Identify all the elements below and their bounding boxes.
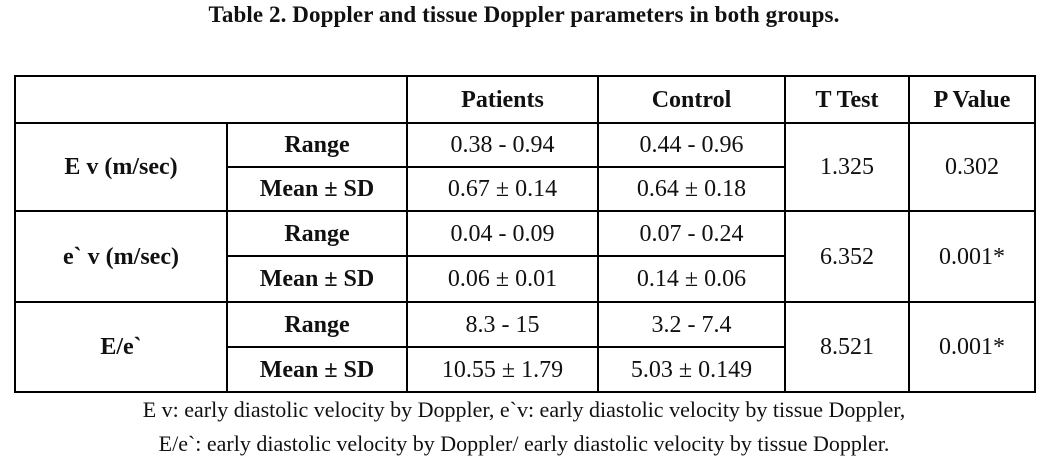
table-row: e` v (m/sec) Range 0.04 - 0.09 0.07 - 0.…: [14, 210, 1036, 303]
control-cell: 0.64 ± 0.18: [597, 166, 786, 212]
header-blank-cell: [14, 75, 408, 124]
header-p-value: P Value: [908, 75, 1036, 124]
row-label-e-v: E v (m/sec): [14, 122, 228, 212]
t-test-cell: 6.352: [784, 210, 910, 303]
table-row: E/e` Range 8.3 - 15 3.2 - 7.4 8.521 0.00…: [14, 301, 1036, 393]
table-row: Mean ± SD 10.55 ± 1.79 5.03 ± 0.149: [15, 346, 1035, 393]
t-test-cell: 1.325: [784, 122, 910, 212]
footnote-line-2: E/e`: early diastolic velocity by Dopple…: [158, 431, 890, 456]
doppler-parameters-table: Patients Control T Test P Value E v (m/s…: [14, 75, 1036, 393]
p-value-cell: 0.302: [908, 122, 1036, 212]
t-test-cell: 8.521: [784, 301, 910, 393]
stat-label-range: Range: [226, 301, 408, 348]
stat-label-mean-sd: Mean ± SD: [226, 255, 408, 303]
row-label-e-prime-v: e` v (m/sec): [14, 210, 228, 303]
p-value-cell: 0.001*: [908, 301, 1036, 393]
header-patients: Patients: [406, 75, 599, 124]
header-row: Patients Control T Test P Value: [14, 75, 1036, 124]
p-value-cell: 0.001*: [908, 210, 1036, 303]
header-control: Control: [597, 75, 786, 124]
control-cell: 5.03 ± 0.149: [597, 346, 786, 393]
stat-label-range: Range: [226, 210, 408, 257]
patients-cell: 0.06 ± 0.01: [406, 255, 599, 303]
table-row: E v (m/sec) Range 0.38 - 0.94 0.44 - 0.9…: [14, 122, 1036, 212]
row-label-e-over-e-prime: E/e`: [14, 301, 228, 393]
patients-cell: 10.55 ± 1.79: [406, 346, 599, 393]
stat-label-mean-sd: Mean ± SD: [226, 166, 408, 212]
footnote-line-1: E v: early diastolic velocity by Doppler…: [142, 397, 906, 422]
patients-cell: 0.67 ± 0.14: [406, 166, 599, 212]
header-t-test: T Test: [784, 75, 910, 124]
patients-cell: 0.04 - 0.09: [406, 210, 599, 257]
control-cell: 0.14 ± 0.06: [597, 255, 786, 303]
table-title: Table 2. Doppler and tissue Doppler para…: [208, 2, 840, 27]
table-row: Mean ± SD 0.06 ± 0.01 0.14 ± 0.06: [15, 255, 1035, 303]
stat-label-mean-sd: Mean ± SD: [226, 346, 408, 393]
patients-cell: 0.38 - 0.94: [406, 122, 599, 168]
stat-label-range: Range: [226, 122, 408, 168]
patients-cell: 8.3 - 15: [406, 301, 599, 348]
control-cell: 0.07 - 0.24: [597, 210, 786, 257]
control-cell: 0.44 - 0.96: [597, 122, 786, 168]
control-cell: 3.2 - 7.4: [597, 301, 786, 348]
table-row: Mean ± SD 0.67 ± 0.14 0.64 ± 0.18: [15, 166, 1035, 212]
